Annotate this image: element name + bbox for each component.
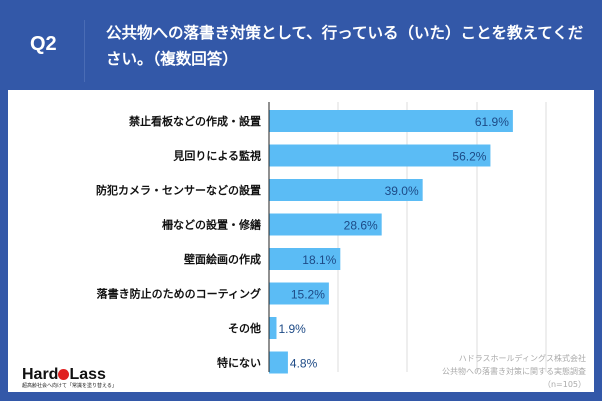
page-title: 公共物への落書き対策として、行っている（いた）ことを教えてください。（複数回答） (106, 24, 584, 68)
data-label: 28.6% (344, 219, 378, 233)
company: ハドラスホールディングス株式会社 (458, 354, 586, 363)
bar (269, 144, 491, 167)
bar (269, 351, 288, 374)
chart-panel (8, 90, 594, 392)
data-label: 39.0% (385, 184, 419, 198)
divider (84, 20, 85, 82)
data-label: 15.2% (291, 288, 325, 302)
logo-tagline: 超高齢社会へ向けて「常識を塗り替える」 (22, 383, 117, 389)
data-label: 4.8% (290, 357, 318, 371)
bar (269, 282, 329, 305)
data-label: 1.9% (278, 322, 306, 336)
category-label: 落書き防止のためのコーティング (97, 287, 261, 301)
bar (269, 179, 423, 201)
category-label: 壁面絵画の作成 (184, 252, 261, 266)
category-label: 特にない (217, 356, 261, 370)
bar (269, 317, 277, 339)
survey: 公共物への落書き対策に関する実態調査 (442, 367, 586, 376)
category-label: 見回りによる監視 (172, 149, 261, 163)
source-note: ハドラスホールディングス株式会社 公共物への落書き対策に関する実態調査 （n=1… (442, 352, 586, 391)
data-label: 56.2% (452, 150, 486, 164)
bar (269, 110, 513, 132)
logo-text: Lass (69, 366, 106, 383)
question-number: Q2 (30, 33, 57, 55)
logo-mark (58, 369, 70, 380)
logo: Hard Lass 超高齢社会へ向けて「常識を塗り替える」 (22, 366, 117, 389)
category-label: 柵などの設置・修繕 (162, 218, 261, 232)
bar (269, 248, 341, 270)
data-label: 61.9% (475, 115, 509, 129)
category-label: その他 (228, 321, 261, 335)
category-label: 防犯カメラ・センサーなどの設置 (96, 183, 261, 197)
sample-size: （n=105） (542, 380, 586, 389)
category-label: 禁止看板などの作成・設置 (129, 114, 261, 128)
data-label: 18.1% (302, 253, 336, 267)
bar (269, 213, 382, 236)
logo-text: Hard (22, 366, 59, 383)
